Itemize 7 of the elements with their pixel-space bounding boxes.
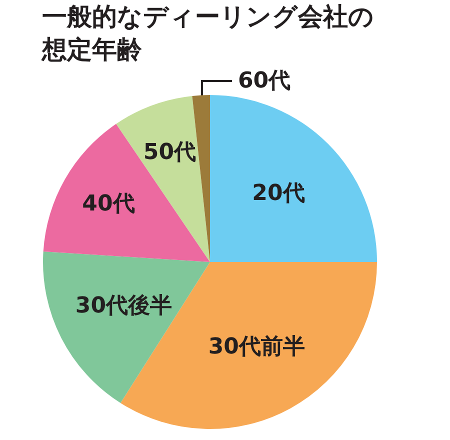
- slice-label: 50代: [143, 140, 196, 165]
- slice-label: 30代前半: [208, 334, 305, 360]
- slice-label: 60代: [238, 68, 291, 94]
- slice-label: 30代後半: [75, 293, 172, 318]
- chart-title: 一般的なディーリング会社の想定年齢: [41, 2, 374, 64]
- slice-label: 20代: [252, 181, 305, 206]
- slice-label: 40代: [82, 192, 135, 217]
